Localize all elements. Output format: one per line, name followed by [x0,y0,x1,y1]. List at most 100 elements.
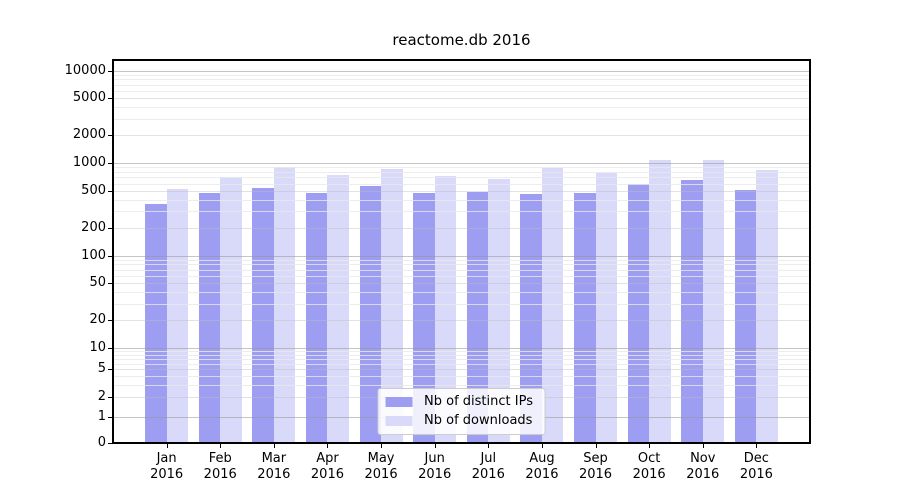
x-tick-year: 2016 [578,467,613,482]
x-tick-mark-nov [702,444,704,448]
x-tick-year: 2016 [150,467,184,482]
y-tick-mark-10000 [108,70,113,72]
x-tick-month: Feb [208,451,232,466]
bar-downloads-aug [541,168,564,443]
y-tick-mark-20 [108,320,113,322]
bar-downloads-mar [273,166,296,443]
legend-entry-distinct-ips: Nb of distinct IPs [385,394,533,409]
bars-layer [113,60,810,443]
legend: Nb of distinct IPs Nb of downloads [377,388,546,435]
y-tick-label-5: 5 [97,361,106,377]
x-tick-year: 2016 [310,467,344,482]
x-tick-mark-jun [434,444,436,448]
legend-entry-downloads: Nb of downloads [385,413,533,428]
y-tick-mark-5000 [108,98,113,100]
x-tick-label-aug: Aug 2016 [512,451,572,483]
legend-label-distinct-ips: Nb of distinct IPs [424,394,533,409]
x-tick-year: 2016 [471,467,505,482]
bar-downloads-apr [327,174,349,443]
bar-downloads-oct [649,159,671,443]
bar-distinct-ips-dec [734,189,757,443]
x-tick-month: May [367,451,395,466]
x-tick-label-oct: Oct 2016 [619,451,679,483]
y-tick-mark-100 [108,255,113,257]
bar-distinct-ips-mar [252,187,274,443]
x-tick-year: 2016 [632,467,666,482]
y-tick-label-10: 10 [89,340,106,355]
x-tick-year: 2016 [686,467,720,482]
x-tick-month: Dec [743,451,769,466]
x-tick-month: Oct [637,451,661,466]
legend-swatch-downloads-icon [385,415,413,426]
x-tick-mark-jan [166,444,168,448]
x-tick-mark-feb [220,444,222,448]
x-tick-month: Jan [156,451,177,466]
x-tick-mark-jul [488,444,490,448]
y-tick-label-1: 1 [97,409,106,424]
x-tick-mark-mar [273,444,275,448]
bar-downloads-sep [595,172,618,443]
y-tick-mark-5 [108,369,113,371]
y-tick-mark-1 [108,417,113,418]
bar-distinct-ips-oct [627,183,650,443]
y-tick-label-5000: 5000 [72,90,106,106]
y-tick-label-50: 50 [89,275,106,291]
legend-label-downloads: Nb of downloads [424,413,533,428]
x-tick-label-jan: Jan 2016 [137,451,197,483]
x-tick-label-jul: Jul 2016 [458,451,518,483]
y-tick-mark-0 [108,443,113,444]
x-tick-month: Nov [690,451,716,466]
x-tick-label-apr: Apr 2016 [297,451,357,483]
y-tick-label-2000: 2000 [72,127,106,143]
y-tick-mark-2 [108,396,113,398]
x-tick-month: Apr [316,451,339,466]
y-tick-mark-50 [108,283,113,285]
x-tick-month: Aug [529,451,555,466]
y-tick-mark-200 [108,227,113,229]
bar-distinct-ips-jan [145,204,167,443]
x-tick-label-feb: Feb 2016 [190,451,250,483]
x-tick-year: 2016 [418,467,452,482]
x-tick-label-sep: Sep 2016 [566,451,626,483]
x-tick-year: 2016 [203,467,237,482]
bar-distinct-ips-may [359,185,382,443]
bar-distinct-ips-feb [198,193,221,443]
bar-downloads-nov [702,159,725,443]
x-tick-year: 2016 [364,467,398,482]
x-tick-month: Jun [424,451,445,466]
y-tick-label-0: 0 [97,435,106,450]
x-tick-year: 2016 [525,467,559,482]
y-tick-label-20: 20 [89,312,106,328]
y-tick-label-500: 500 [81,182,106,198]
bar-downloads-jul [488,178,510,443]
bar-downloads-feb [220,177,242,443]
bar-distinct-ips-jul [466,192,489,443]
x-tick-mark-sep [595,444,597,448]
bar-distinct-ips-sep [574,192,596,443]
x-tick-mark-may [381,444,383,448]
y-tick-label-100: 100 [81,247,106,263]
x-tick-month: Sep [583,451,608,466]
y-tick-label-1000: 1000 [72,155,106,170]
y-tick-label-2: 2 [97,388,106,404]
y-tick-mark-500 [108,190,113,192]
x-tick-year: 2016 [257,467,291,482]
x-tick-label-may: May 2016 [351,451,411,483]
x-tick-label-dec: Dec 2016 [726,451,786,483]
bar-downloads-jan [166,188,189,443]
y-tick-mark-2000 [108,135,113,137]
x-tick-label-nov: Nov 2016 [673,451,733,483]
bar-downloads-dec [756,169,778,443]
bar-distinct-ips-apr [305,192,328,443]
x-tick-year: 2016 [739,467,773,482]
bar-distinct-ips-jun [413,192,435,443]
x-tick-month: Jul [480,451,497,466]
bar-downloads-may [381,168,403,443]
y-tick-label-10000: 10000 [64,62,106,78]
x-tick-month: Mar [261,451,287,466]
plot-area: Nb of distinct IPs Nb of downloads [113,60,810,443]
y-tick-mark-1000 [108,163,113,164]
y-tick-label-200: 200 [81,219,106,235]
legend-swatch-distinct-ips-icon [385,396,413,407]
